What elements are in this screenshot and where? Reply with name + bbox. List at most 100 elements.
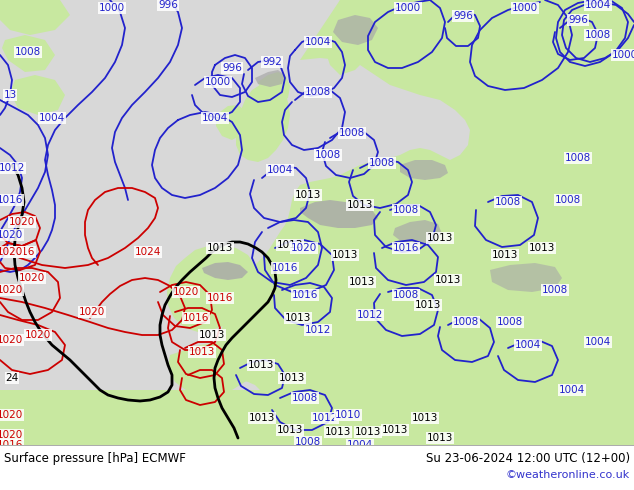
Text: 996: 996: [568, 15, 588, 25]
Polygon shape: [202, 262, 248, 280]
Text: 1020: 1020: [173, 287, 199, 297]
Polygon shape: [490, 263, 562, 292]
Polygon shape: [216, 105, 246, 140]
Polygon shape: [0, 390, 634, 445]
Text: 1008: 1008: [542, 285, 568, 295]
Polygon shape: [2, 35, 55, 72]
Text: 996: 996: [222, 63, 242, 73]
Text: 1004: 1004: [585, 0, 611, 10]
Text: 1004: 1004: [39, 113, 65, 123]
Text: 1013: 1013: [349, 277, 375, 287]
Text: 1016: 1016: [207, 293, 233, 303]
Text: 1013: 1013: [277, 425, 303, 435]
Polygon shape: [333, 15, 378, 45]
Text: 1013: 1013: [347, 200, 373, 210]
Polygon shape: [325, 0, 420, 75]
Text: 1013: 1013: [332, 250, 358, 260]
Text: 1008: 1008: [369, 158, 395, 168]
Text: 1020: 1020: [0, 430, 23, 440]
Text: 1000: 1000: [612, 50, 634, 60]
Text: 1013: 1013: [207, 243, 233, 253]
Text: 1016: 1016: [393, 243, 419, 253]
Text: 1020: 1020: [9, 217, 35, 227]
Text: 1013: 1013: [277, 240, 303, 250]
Text: 1012: 1012: [0, 163, 25, 173]
Polygon shape: [258, 72, 290, 102]
Text: 1013: 1013: [248, 360, 274, 370]
Text: 1013: 1013: [415, 300, 441, 310]
Text: 1020: 1020: [25, 330, 51, 340]
Text: 1020: 1020: [19, 273, 45, 283]
Polygon shape: [400, 160, 448, 180]
Text: 1020: 1020: [0, 247, 23, 257]
Polygon shape: [0, 0, 70, 35]
Text: 1000: 1000: [512, 3, 538, 13]
Text: 1008: 1008: [555, 195, 581, 205]
Polygon shape: [420, 0, 510, 42]
Text: 1004: 1004: [515, 340, 541, 350]
Text: 24: 24: [5, 373, 18, 383]
Polygon shape: [167, 246, 258, 332]
Text: 1008: 1008: [497, 317, 523, 327]
Text: 1013: 1013: [382, 425, 408, 435]
Text: 996: 996: [158, 0, 178, 10]
Text: 1020: 1020: [291, 243, 317, 253]
Text: 1024: 1024: [135, 247, 161, 257]
Text: 1008: 1008: [585, 30, 611, 40]
Text: 1004: 1004: [305, 37, 331, 47]
Polygon shape: [540, 0, 610, 36]
Polygon shape: [393, 220, 442, 245]
Text: 1004: 1004: [559, 385, 585, 395]
Text: 1008: 1008: [339, 128, 365, 138]
Bar: [0, 445, 634, 490]
Polygon shape: [255, 70, 285, 87]
Text: 1008: 1008: [393, 205, 419, 215]
Text: 1013: 1013: [189, 347, 215, 357]
Polygon shape: [500, 0, 560, 42]
Text: 1020: 1020: [0, 335, 23, 345]
Polygon shape: [168, 342, 255, 395]
Text: 1016: 1016: [292, 290, 318, 300]
Text: 1008: 1008: [292, 393, 318, 403]
Text: 1020: 1020: [0, 230, 23, 240]
Text: 1012: 1012: [305, 325, 331, 335]
Text: 1013: 1013: [295, 190, 321, 200]
Text: 1000: 1000: [99, 3, 125, 13]
Text: 1008: 1008: [15, 47, 41, 57]
Text: 1016: 1016: [272, 263, 298, 273]
Text: 1008: 1008: [495, 197, 521, 207]
Text: 1008: 1008: [315, 150, 341, 160]
Text: 1004: 1004: [585, 337, 611, 347]
Text: 1013: 1013: [435, 275, 461, 285]
Text: 1013: 1013: [285, 313, 311, 323]
Text: 1016: 1016: [9, 247, 36, 257]
Text: Su 23-06-2024 12:00 UTC (12+00): Su 23-06-2024 12:00 UTC (12+00): [426, 451, 630, 465]
Polygon shape: [208, 0, 634, 442]
Text: 1000: 1000: [395, 3, 421, 13]
Text: ©weatheronline.co.uk: ©weatheronline.co.uk: [506, 470, 630, 480]
Text: 13: 13: [3, 90, 16, 100]
Text: 1013: 1013: [279, 373, 305, 383]
Text: 1013: 1013: [325, 427, 351, 437]
Text: Surface pressure [hPa] ECMWF: Surface pressure [hPa] ECMWF: [4, 451, 186, 465]
Text: 1016: 1016: [0, 440, 23, 450]
Text: 1016: 1016: [0, 195, 23, 205]
Text: 1008: 1008: [305, 87, 331, 97]
Text: 1020: 1020: [0, 410, 23, 420]
Text: 1013: 1013: [492, 250, 518, 260]
Text: 992: 992: [262, 57, 282, 67]
Text: 1020: 1020: [0, 285, 23, 295]
Text: 1012: 1012: [357, 310, 383, 320]
Text: 1010: 1010: [335, 410, 361, 420]
Text: 1013: 1013: [427, 233, 453, 243]
Text: 1008: 1008: [295, 437, 321, 447]
Text: 1004: 1004: [347, 440, 373, 450]
Text: 1016: 1016: [183, 313, 209, 323]
Text: 1013: 1013: [355, 427, 381, 437]
Text: 1013: 1013: [412, 413, 438, 423]
Text: 1013: 1013: [249, 413, 275, 423]
Text: 1013: 1013: [427, 433, 453, 443]
Polygon shape: [300, 200, 378, 228]
Text: 1012: 1012: [312, 413, 338, 423]
Polygon shape: [590, 0, 634, 35]
